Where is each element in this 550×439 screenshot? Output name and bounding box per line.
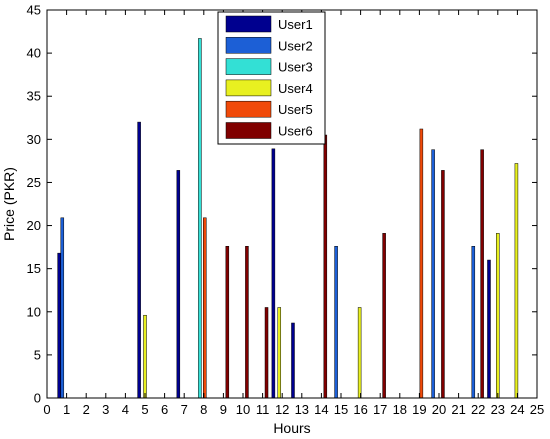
legend-label-user4: User4 [278,81,313,96]
legend-swatch-user6 [225,122,272,139]
bar-user4-4 [514,163,519,399]
x-tick-label: 18 [393,402,407,417]
bar-user6-5 [441,170,445,399]
y-axis: 0 5 10 15 20 25 30 35 40 45 [27,3,537,406]
x-tick-label: 20 [432,402,446,417]
x-tick-label: 19 [412,402,426,417]
legend-label-user3: User3 [278,60,313,75]
x-tick-label: 16 [353,402,367,417]
legend-swatch-user2 [225,37,272,54]
x-tick-label: 24 [510,402,524,417]
x-tick-label: 7 [181,402,188,417]
x-tick-label: 9 [220,402,227,417]
bar-user4-0 [143,314,147,399]
x-tick-label: 11 [256,402,270,417]
bar-user6-0 [225,246,230,399]
bar-user1-3 [271,148,276,399]
bar-user6-6 [480,149,484,399]
y-tick-label: 15 [27,261,41,276]
bar-user5-0 [203,217,207,399]
plot-frame [46,9,538,399]
bar-user2-3 [471,246,476,399]
x-tick-label: 3 [102,402,109,417]
x-tick-label: 15 [334,402,348,417]
x-tick-label: 10 [236,402,250,417]
x-tick-label: 25 [530,402,544,417]
bar-user1-4 [291,322,295,399]
legend-swatch-user3 [225,58,272,75]
y-tick-label: 5 [34,347,41,362]
bar-user2-1 [334,246,338,399]
bar-user5-1 [419,128,424,399]
legend-swatch-user4 [225,79,272,97]
x-axis: 0 1 2 3 4 5 6 7 8 9 10 11 12 13 14 15 16 17 18 19 20 21 22 23 24… [43,10,544,417]
bar-user1-1 [137,121,141,399]
legend-box [217,11,326,145]
y-tick-label: 10 [27,304,41,319]
bar-user3-0 [198,38,202,399]
x-tick-label: 14 [314,402,328,417]
x-tick-label: 5 [141,402,148,417]
x-tick-label: 17 [373,402,387,417]
legend-swatch-user5 [225,100,272,118]
y-tick-label: 20 [27,218,41,233]
x-axis-title: Hours [273,420,310,436]
y-tick-label: 35 [27,89,41,104]
legend: User1 User2 User3 User4 User5 User6 [217,11,326,145]
y-tick-label: 45 [27,3,41,18]
x-tick-label: 2 [83,402,90,417]
bar-user1-5 [487,259,491,399]
bar-user4-1 [277,307,282,399]
bar-user1-0 [57,252,61,399]
x-tick-label: 0 [43,402,50,417]
bar-user4-3 [496,233,500,399]
legend-label-user6: User6 [278,124,313,139]
x-tick-label: 13 [295,402,309,417]
y-tick-label: 25 [27,175,41,190]
y-tick-label: 40 [27,46,41,61]
x-tick-label: 1 [63,402,70,417]
x-tick-label: 12 [275,402,289,417]
y-tick-label: 30 [27,132,41,147]
x-tick-label: 6 [161,402,168,417]
bar-user1-2 [176,170,181,399]
legend-swatch-user1 [225,15,272,33]
bar-user6-4 [382,233,386,399]
bar-user2-2 [431,149,435,399]
y-tick-label: 0 [34,391,41,406]
y-axis-title: Price (PKR) [1,167,17,241]
bars-layer [57,38,519,399]
x-tick-label: 8 [200,402,207,417]
bar-user4-2 [357,307,362,399]
bar-user6-1 [245,246,249,399]
x-tick-label: 22 [471,402,485,417]
legend-label-user5: User5 [278,102,313,117]
legend-label-user1: User1 [278,17,313,32]
bar-user2-0 [60,217,65,399]
x-tick-label: 21 [451,402,465,417]
x-tick-label: 4 [122,402,129,417]
x-tick-label: 23 [491,402,505,417]
legend-label-user2: User2 [278,38,313,53]
bar-user6-3 [323,134,328,399]
bar-user6-2 [264,307,269,399]
